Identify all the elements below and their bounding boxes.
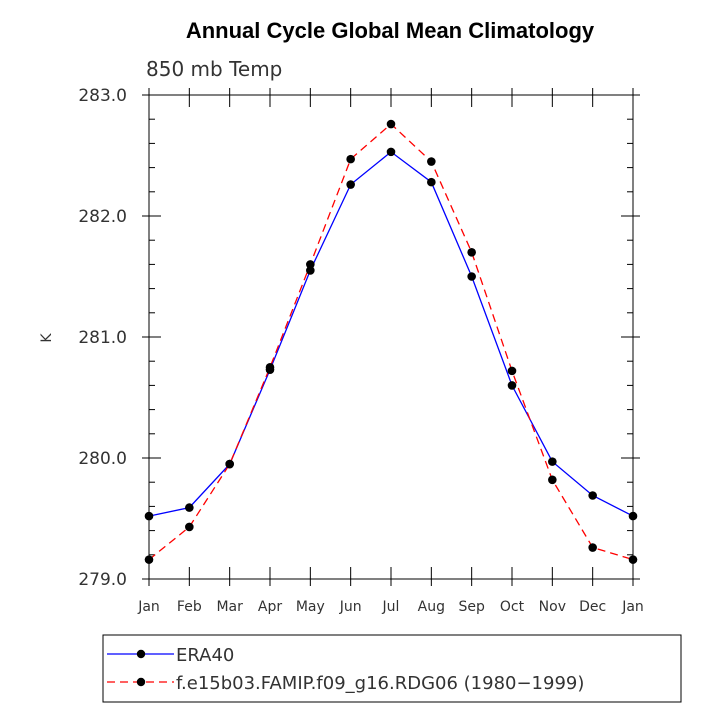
x-tick-label: Oct	[500, 599, 525, 615]
chart-title: Annual Cycle Global Mean Climatology	[186, 18, 595, 43]
series-line-0	[148, 151, 634, 517]
series-1-point	[467, 248, 476, 257]
x-tick-label: Jan	[621, 599, 644, 615]
series-1-point	[265, 362, 275, 372]
chart-subtitle: 850 mb Temp	[146, 57, 282, 81]
series-0-point	[467, 272, 476, 281]
series-0-point	[386, 147, 396, 157]
series-0-point	[346, 180, 355, 189]
x-tick-label: Jun	[339, 599, 362, 615]
series-0-point	[548, 457, 557, 466]
series-layer	[144, 119, 638, 564]
y-axis: 279.0 280.0 281.0 282.0 283.0	[78, 86, 640, 590]
legend-model-marker	[136, 677, 146, 687]
legend-model-label: f.e15b03.FAMIP.f09_g16.RDG06 (1980−1999)	[176, 673, 584, 694]
plot-frame	[148, 94, 634, 580]
series-1-point	[346, 154, 355, 164]
y-tick-label: 280.0	[78, 449, 127, 469]
y-axis-label: K	[39, 333, 55, 343]
series-1-point	[144, 555, 154, 564]
series-0-point	[628, 511, 638, 521]
y-tick-label: 279.0	[78, 570, 127, 590]
x-tick-label: Aug	[418, 599, 445, 615]
series-1-point	[548, 475, 557, 485]
legend: ERA40 f.e15b03.FAMIP.f09_g16.RDG06 (1980…	[102, 634, 682, 703]
series-1-point	[628, 555, 638, 564]
legend-era40-marker	[136, 649, 146, 659]
x-tick-label: Mar	[216, 599, 243, 615]
x-tick-label: Feb	[177, 599, 202, 615]
series-0-point	[427, 177, 436, 187]
y-tick-label: 282.0	[78, 207, 127, 227]
series-0-point	[144, 511, 154, 521]
y-tick-label: 281.0	[78, 328, 127, 348]
series-1-point	[386, 119, 396, 129]
series-1-point	[507, 366, 517, 376]
x-tick-label: Dec	[579, 599, 606, 615]
x-tick-label: Apr	[258, 599, 282, 615]
series-1-point	[588, 543, 597, 552]
x-axis: Jan Feb Mar Apr May Jun Jul Aug Sep Oct Nov Dec Jan	[137, 88, 644, 615]
x-tick-label: Jul	[382, 599, 400, 615]
legend-box	[102, 634, 682, 703]
legend-era40-label: ERA40	[176, 645, 234, 666]
series-1-point	[306, 260, 315, 269]
series-1-point	[427, 157, 436, 166]
y-tick-label: 283.0	[78, 86, 127, 106]
x-tick-label: Sep	[458, 599, 485, 615]
x-tick-label: May	[296, 599, 325, 615]
series-line-1	[148, 123, 634, 561]
series-1-point	[185, 522, 194, 532]
x-tick-label: Nov	[539, 599, 566, 615]
series-1-point	[225, 459, 234, 469]
series-0-point	[588, 491, 597, 500]
x-tick-label: Jan	[137, 599, 160, 615]
series-0-point	[306, 266, 315, 275]
series-0-point	[507, 381, 517, 390]
series-0-point	[185, 503, 194, 512]
